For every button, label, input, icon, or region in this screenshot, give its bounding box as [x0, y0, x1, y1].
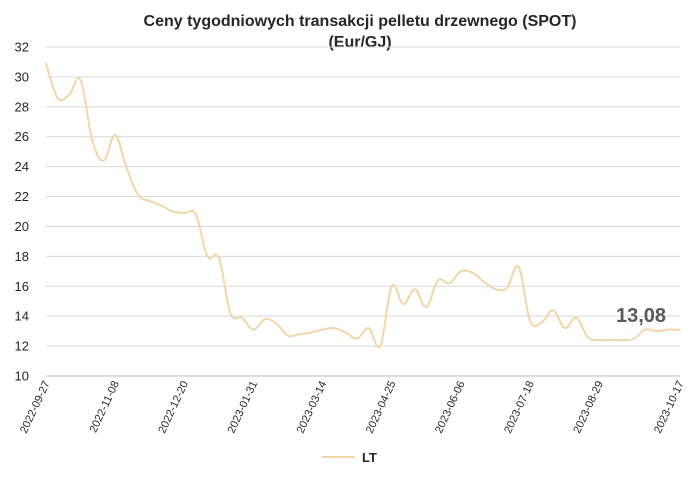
y-tick-label: 12 — [15, 339, 29, 354]
data-point — [483, 281, 485, 283]
y-tick-label: 20 — [15, 219, 29, 234]
data-point — [368, 327, 370, 329]
data-point — [79, 79, 82, 81]
data-point — [437, 279, 439, 282]
y-tick-label: 14 — [15, 309, 29, 324]
data-point — [563, 327, 566, 329]
x-tick-label: 2023-10-17 — [652, 379, 687, 435]
data-point — [160, 204, 163, 207]
data-point — [656, 330, 658, 332]
data-point — [229, 312, 232, 315]
data-point — [310, 331, 312, 334]
series-line-lt — [45, 63, 681, 349]
data-point — [114, 134, 116, 136]
data-point — [517, 266, 520, 268]
data-point — [125, 167, 128, 169]
x-tick-label: 2022-12-20 — [156, 379, 191, 435]
data-point — [621, 339, 624, 341]
x-tick-label: 2023-06-06 — [433, 379, 468, 435]
data-point — [667, 328, 670, 331]
gridlines — [46, 46, 680, 377]
data-point — [298, 333, 301, 335]
y-tick-label: 30 — [15, 69, 29, 84]
data-point — [344, 331, 347, 334]
data-point — [529, 319, 531, 322]
data-point — [610, 339, 612, 341]
data-point — [471, 272, 474, 274]
data-point — [206, 255, 209, 258]
legend: LT — [322, 450, 377, 465]
y-tick-label: 10 — [15, 369, 29, 384]
x-tick-label: 2023-08-29 — [571, 379, 606, 435]
x-axis-ticks: 2022-09-27 2022-11-08 2022-12-20 2023-01-31… — [18, 379, 687, 435]
y-tick-label: 28 — [15, 99, 29, 114]
legend-label-lt: LT — [362, 450, 377, 465]
data-point — [356, 337, 359, 340]
data-point — [448, 282, 451, 285]
data-point — [552, 309, 554, 312]
data-point — [679, 329, 681, 331]
last-value-annotation: 13,08 — [616, 305, 666, 327]
data-point — [414, 288, 416, 291]
y-tick-label: 26 — [15, 129, 29, 144]
y-tick-label: 22 — [15, 189, 29, 204]
data-point — [91, 138, 93, 141]
data-point — [68, 94, 70, 96]
data-point — [45, 62, 47, 65]
y-axis-ticks: 10 12 14 16 18 20 22 24 26 28 30 32 — [15, 40, 29, 384]
data-point — [183, 212, 186, 214]
x-tick-label: 2022-11-08 — [88, 379, 122, 434]
data-point — [587, 336, 589, 338]
data-point — [241, 316, 243, 319]
data-point — [264, 318, 266, 321]
data-point — [252, 328, 255, 331]
data-point — [540, 321, 543, 324]
data-point — [633, 337, 635, 340]
data-point — [506, 287, 508, 289]
data-point — [425, 306, 428, 309]
data-point — [644, 328, 647, 331]
data-point — [402, 303, 405, 306]
x-tick-label: 2023-07-18 — [502, 379, 537, 435]
chart-title: Ceny tygodniowych transakcji pelletu drz… — [143, 13, 577, 30]
data-point — [379, 345, 382, 347]
data-point — [598, 339, 601, 341]
data-point — [148, 200, 151, 202]
x-tick-label: 2023-04-25 — [364, 379, 399, 435]
data-point — [172, 210, 174, 213]
data-point — [102, 159, 105, 162]
data-point — [494, 288, 497, 291]
x-tick-label: 2023-01-31 — [226, 379, 261, 435]
data-point — [333, 327, 336, 329]
data-point — [56, 97, 59, 99]
series-layer — [45, 62, 681, 349]
y-tick-label: 18 — [15, 249, 29, 264]
data-point — [460, 270, 462, 273]
data-point — [321, 328, 324, 331]
data-point — [391, 285, 393, 288]
data-point — [287, 334, 289, 337]
y-tick-label: 32 — [15, 40, 29, 55]
x-tick-label: 2023-03-14 — [295, 379, 330, 435]
data-point — [218, 257, 220, 259]
y-tick-label: 16 — [15, 279, 29, 294]
data-point — [195, 213, 197, 216]
data-point — [275, 322, 278, 325]
data-point — [575, 316, 578, 319]
y-tick-label: 24 — [15, 159, 29, 174]
data-point — [137, 194, 139, 196]
x-tick-label: 2022-09-27 — [18, 379, 53, 435]
